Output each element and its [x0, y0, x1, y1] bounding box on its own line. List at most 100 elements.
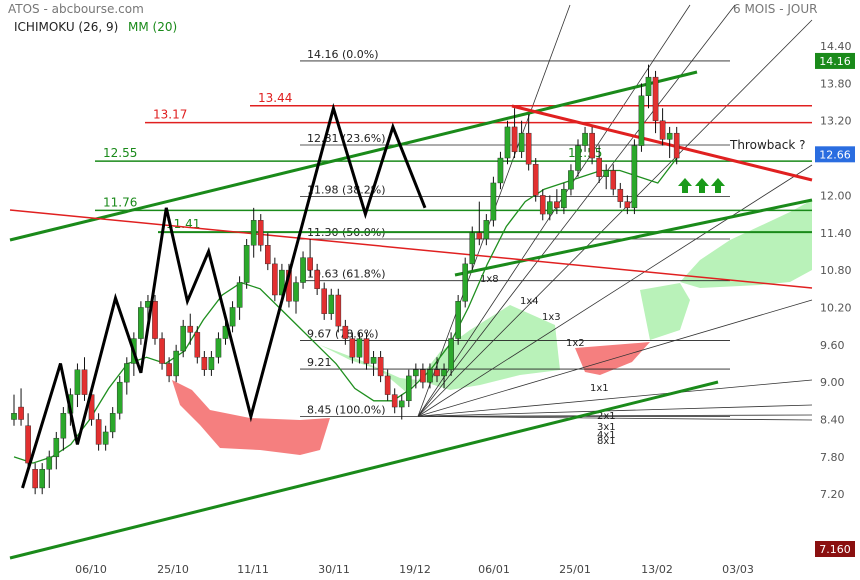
x-tick-label: 30/11 [318, 563, 350, 576]
candle-up [398, 400, 405, 408]
y-tick-label: 14.40 [820, 40, 852, 53]
candle-up [441, 369, 447, 377]
candle-down [391, 394, 398, 408]
candle-down [257, 220, 264, 246]
candle-up [243, 244, 250, 283]
candle-down [321, 288, 328, 314]
y-tick-label: 10.80 [820, 264, 852, 277]
candle-up [645, 76, 652, 96]
low-badge [815, 541, 855, 557]
candle-down [624, 201, 631, 209]
candle-up [582, 132, 588, 146]
gann-label: 1x3 [542, 312, 561, 323]
candle-down [95, 419, 102, 445]
cloud-green-area [640, 283, 690, 340]
high-badge [815, 52, 855, 69]
throwback-arrows [678, 178, 725, 193]
candle-down [159, 338, 165, 364]
gann-label: 8x1 [597, 436, 616, 447]
candle-down [377, 357, 384, 377]
candle-up [638, 95, 645, 146]
gann-label: 2x1 [597, 411, 616, 422]
candle-up [370, 357, 377, 364]
candle-up [46, 456, 53, 470]
fibonacci-label: 8.45 (100.0%) [307, 403, 386, 416]
period-label: 6 MOIS - JOUR [733, 2, 818, 16]
gann-label: 3x1 [597, 422, 616, 433]
y-tick-label: 10.20 [820, 301, 852, 314]
fibonacci-label: 14.16 (0.0%) [307, 48, 379, 61]
candles [11, 64, 680, 495]
candle-up [462, 263, 469, 302]
candle-down [152, 301, 158, 339]
y-tick-label: 7.80 [820, 451, 845, 464]
candle-up [123, 363, 130, 383]
x-tick-label: 06/01 [478, 563, 510, 576]
candle-down [384, 375, 391, 395]
channel-upper-line [9, 70, 698, 242]
candle-up [236, 282, 243, 308]
candle-down [18, 406, 24, 420]
candle-down [265, 244, 271, 265]
candle-down [272, 263, 278, 296]
gann-fan-line [417, 414, 813, 417]
fibonacci-label: 10.63 (61.8%) [307, 268, 386, 281]
x-tick-label: 25/01 [559, 563, 591, 576]
candle-down [659, 120, 666, 140]
candle-up [300, 257, 306, 283]
candle-up [116, 381, 123, 414]
moving-average-legend: MM (20) [128, 20, 178, 34]
candle-up [138, 307, 144, 339]
level-label: 13.44 [258, 91, 292, 105]
y-tick-label: 9.00 [820, 376, 845, 389]
channel-lower-line [9, 380, 719, 560]
cloud-green-area [320, 345, 418, 392]
candle-down [32, 469, 38, 489]
ichimoku-legend: ICHIMOKU (26, 9) [14, 20, 119, 34]
candle-down [342, 325, 349, 339]
candle-down [673, 132, 680, 159]
candle-up [102, 431, 109, 445]
up-arrow-icon [695, 178, 709, 193]
x-tick-label: 25/10 [157, 563, 189, 576]
candle-up [518, 132, 525, 153]
gann-label: 1x4 [520, 296, 539, 307]
support-trendline [454, 198, 813, 277]
candle-up [11, 413, 17, 420]
candle-up [497, 157, 504, 184]
price-badges: 14.16 12.66 7.160 [815, 52, 855, 557]
candle-up [483, 220, 490, 240]
candle-up [448, 338, 454, 370]
gann-fan-line [417, 415, 813, 421]
candle-up [568, 170, 574, 190]
candle-up [74, 369, 81, 395]
candle-down [349, 338, 356, 358]
y-tick-label: 9.60 [820, 339, 845, 352]
fibonacci-label: 9.21 [307, 356, 332, 369]
candle-down [81, 369, 88, 395]
candle-down [434, 369, 440, 377]
gann-fan-line [417, 299, 813, 417]
candle-down [617, 188, 624, 202]
candle-down [539, 195, 546, 215]
candle-down [166, 363, 172, 377]
candle-up [250, 220, 257, 246]
candle-up [60, 413, 67, 439]
candle-down [420, 369, 426, 383]
candle-down [610, 170, 617, 190]
gann-label: 1x2 [566, 338, 585, 349]
candle-down [476, 232, 483, 240]
cloud-red-area [575, 342, 650, 375]
x-axis: 06/10 25/10 11/11 30/11 19/12 06/01 25/01 13/02… [75, 563, 754, 576]
up-arrow-icon [678, 178, 692, 193]
fibonacci-label: 12.81 (23.6%) [307, 132, 386, 145]
candle-down [335, 294, 342, 327]
chart-title: ATOS - abcbourse.com [8, 2, 144, 16]
candle-up [427, 369, 433, 383]
zigzag-line [21, 102, 427, 489]
candle-down [201, 357, 208, 370]
candle-up [215, 338, 222, 358]
level-label: 12.55 [103, 146, 137, 160]
